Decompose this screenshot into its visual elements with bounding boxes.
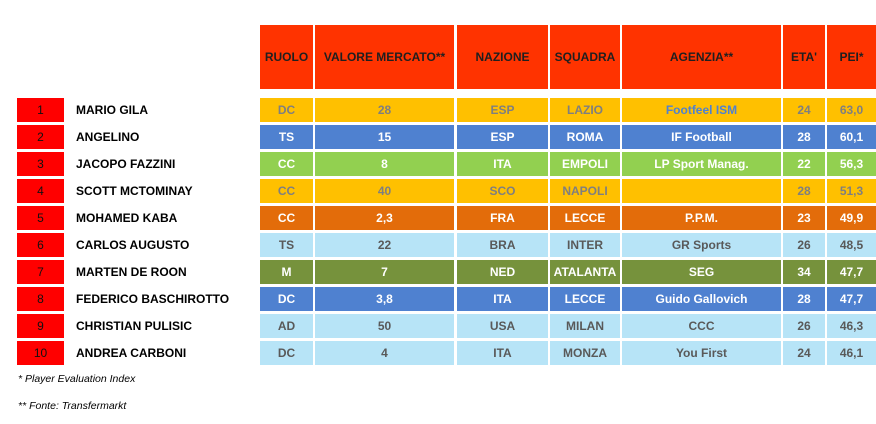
cell-ruolo: DC bbox=[260, 98, 313, 122]
cell-valore-mercato: 3,8 bbox=[315, 287, 454, 311]
cell-eta: 24 bbox=[783, 98, 825, 122]
cell-ruolo: DC bbox=[260, 287, 313, 311]
cell-nazione: FRA bbox=[457, 206, 548, 230]
cell-agenzia bbox=[622, 179, 781, 203]
header-ruolo: RUOLO bbox=[260, 25, 313, 89]
rank-badge: 9 bbox=[17, 314, 64, 338]
cell-pei: 56,3 bbox=[827, 152, 876, 176]
cell-ruolo: CC bbox=[260, 206, 313, 230]
cell-pei: 48,5 bbox=[827, 233, 876, 257]
cell-eta: 26 bbox=[783, 314, 825, 338]
cell-nazione: NED bbox=[457, 260, 548, 284]
cell-nazione: ITA bbox=[457, 341, 548, 365]
cell-agenzia: Footfeel ISM bbox=[622, 98, 781, 122]
cell-squadra: ROMA bbox=[550, 125, 620, 149]
cell-squadra: LECCE bbox=[550, 287, 620, 311]
cell-eta: 22 bbox=[783, 152, 825, 176]
cell-ruolo: CC bbox=[260, 152, 313, 176]
cell-nazione: USA bbox=[457, 314, 548, 338]
cell-eta: 34 bbox=[783, 260, 825, 284]
rank-badge: 6 bbox=[17, 233, 64, 257]
footnote-fonte: ** Fonte: Transfermarkt bbox=[18, 400, 127, 412]
header-eta: ETA' bbox=[783, 25, 825, 89]
cell-eta: 28 bbox=[783, 179, 825, 203]
cell-agenzia: GR Sports bbox=[622, 233, 781, 257]
rank-badge: 4 bbox=[17, 179, 64, 203]
player-name: MOHAMED KABA bbox=[76, 211, 178, 225]
cell-agenzia: LP Sport Manag. bbox=[622, 152, 781, 176]
cell-pei: 63,0 bbox=[827, 98, 876, 122]
cell-pei: 51,3 bbox=[827, 179, 876, 203]
cell-eta: 23 bbox=[783, 206, 825, 230]
cell-valore-mercato: 28 bbox=[315, 98, 454, 122]
cell-ruolo: DC bbox=[260, 341, 313, 365]
header-nazione: NAZIONE bbox=[457, 25, 548, 89]
player-name: FEDERICO BASCHIROTTO bbox=[76, 292, 230, 306]
player-name: CHRISTIAN PULISIC bbox=[76, 319, 193, 333]
cell-valore-mercato: 2,3 bbox=[315, 206, 454, 230]
cell-ruolo: AD bbox=[260, 314, 313, 338]
cell-valore-mercato: 50 bbox=[315, 314, 454, 338]
player-name: MARIO GILA bbox=[76, 103, 148, 117]
rank-badge: 5 bbox=[17, 206, 64, 230]
cell-nazione: BRA bbox=[457, 233, 548, 257]
cell-squadra: MONZA bbox=[550, 341, 620, 365]
cell-pei: 46,1 bbox=[827, 341, 876, 365]
cell-valore-mercato: 40 bbox=[315, 179, 454, 203]
cell-pei: 60,1 bbox=[827, 125, 876, 149]
cell-agenzia: IF Football bbox=[622, 125, 781, 149]
cell-squadra: MILAN bbox=[550, 314, 620, 338]
cell-agenzia: SEG bbox=[622, 260, 781, 284]
cell-nazione: SCO bbox=[457, 179, 548, 203]
cell-valore-mercato: 7 bbox=[315, 260, 454, 284]
cell-squadra: ATALANTA bbox=[550, 260, 620, 284]
header-agenzia: AGENZIA** bbox=[622, 25, 781, 89]
cell-nazione: ESP bbox=[457, 125, 548, 149]
cell-pei: 47,7 bbox=[827, 260, 876, 284]
rank-badge: 7 bbox=[17, 260, 64, 284]
cell-agenzia: CCC bbox=[622, 314, 781, 338]
cell-nazione: ITA bbox=[457, 287, 548, 311]
cell-agenzia: P.P.M. bbox=[622, 206, 781, 230]
header-squadra: SQUADRA bbox=[550, 25, 620, 89]
player-name: ANDREA CARBONI bbox=[76, 346, 187, 360]
cell-pei: 46,3 bbox=[827, 314, 876, 338]
header-pei: PEI* bbox=[827, 25, 876, 89]
cell-valore-mercato: 22 bbox=[315, 233, 454, 257]
rank-badge: 3 bbox=[17, 152, 64, 176]
cell-eta: 24 bbox=[783, 341, 825, 365]
cell-eta: 28 bbox=[783, 125, 825, 149]
player-name: MARTEN DE ROON bbox=[76, 265, 187, 279]
player-name: SCOTT MCTOMINAY bbox=[76, 184, 193, 198]
cell-agenzia: Guido Gallovich bbox=[622, 287, 781, 311]
cell-nazione: ITA bbox=[457, 152, 548, 176]
player-name: JACOPO FAZZINI bbox=[76, 157, 176, 171]
player-name: ANGELINO bbox=[76, 130, 140, 144]
cell-nazione: ESP bbox=[457, 98, 548, 122]
cell-eta: 26 bbox=[783, 233, 825, 257]
cell-pei: 47,7 bbox=[827, 287, 876, 311]
footnote-pei: * Player Evaluation Index bbox=[18, 373, 136, 385]
cell-ruolo: TS bbox=[260, 125, 313, 149]
rank-badge: 1 bbox=[17, 98, 64, 122]
header-valore-mercato: VALORE MERCATO** bbox=[315, 25, 454, 89]
player-name: CARLOS AUGUSTO bbox=[76, 238, 190, 252]
cell-squadra: LAZIO bbox=[550, 98, 620, 122]
cell-eta: 28 bbox=[783, 287, 825, 311]
cell-valore-mercato: 4 bbox=[315, 341, 454, 365]
cell-pei: 49,9 bbox=[827, 206, 876, 230]
cell-squadra: NAPOLI bbox=[550, 179, 620, 203]
cell-ruolo: M bbox=[260, 260, 313, 284]
cell-valore-mercato: 8 bbox=[315, 152, 454, 176]
cell-valore-mercato: 15 bbox=[315, 125, 454, 149]
cell-squadra: EMPOLI bbox=[550, 152, 620, 176]
cell-ruolo: CC bbox=[260, 179, 313, 203]
rank-badge: 10 bbox=[17, 341, 64, 365]
cell-squadra: LECCE bbox=[550, 206, 620, 230]
cell-agenzia: You First bbox=[622, 341, 781, 365]
cell-squadra: INTER bbox=[550, 233, 620, 257]
rank-badge: 2 bbox=[17, 125, 64, 149]
rank-badge: 8 bbox=[17, 287, 64, 311]
cell-ruolo: TS bbox=[260, 233, 313, 257]
